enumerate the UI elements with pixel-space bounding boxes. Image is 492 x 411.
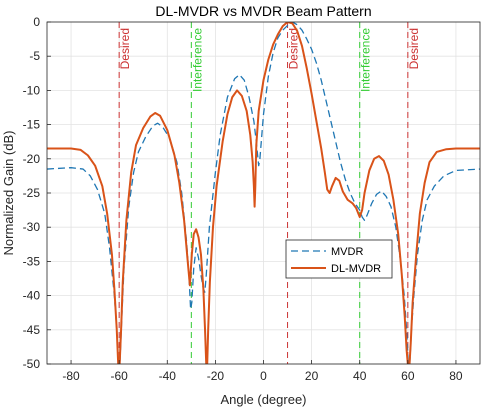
series-lines (47, 22, 480, 364)
marker-label: Desired (118, 28, 132, 69)
tick-labels: -80 -60 -40 -20 0 20 40 60 80 0 -5 -10 -15 -20 -25 -30 -… (23, 15, 463, 383)
x-axis-label: Angle (degree) (221, 392, 307, 407)
y-tick-label: -25 (23, 186, 41, 200)
y-tick-label: -50 (23, 357, 41, 371)
marker-label: Interference (359, 28, 373, 92)
y-tick-label: -5 (29, 49, 40, 63)
x-tick-label: -80 (62, 369, 80, 383)
x-tick-label: 60 (401, 369, 415, 383)
y-tick-label: -20 (23, 152, 41, 166)
y-tick-label: -35 (23, 254, 41, 268)
watermark: 知乎 @云烟 (415, 380, 484, 395)
x-tick-label: -20 (207, 369, 225, 383)
y-tick-label: -10 (23, 83, 41, 97)
series-line-dl-mvdr (47, 22, 480, 364)
chart-title: DL-MVDR vs MVDR Beam Pattern (155, 3, 371, 19)
x-tick-label: -60 (110, 369, 128, 383)
marker-label: Desired (287, 28, 301, 69)
x-tick-label: 20 (305, 369, 319, 383)
y-tick-label: -15 (23, 118, 41, 132)
marker-label: Desired (407, 28, 421, 69)
x-tick-label: 0 (260, 369, 267, 383)
marker-label: Interference (190, 28, 204, 92)
legend-box (285, 239, 393, 279)
y-tick-label: 0 (33, 15, 40, 29)
y-axis-label: Normalized Gain (dB) (1, 131, 16, 256)
x-tick-label: 80 (449, 369, 463, 383)
x-tick-label: 40 (353, 369, 367, 383)
x-tick-label: -40 (159, 369, 177, 383)
legend-label: MVDR (331, 246, 363, 258)
y-tick-label: -30 (23, 220, 41, 234)
y-tick-label: -45 (23, 323, 41, 337)
y-tick-label: -40 (23, 289, 41, 303)
legend-label: DL-MVDR (331, 263, 381, 275)
legend: MVDR DL-MVDR (285, 239, 393, 279)
